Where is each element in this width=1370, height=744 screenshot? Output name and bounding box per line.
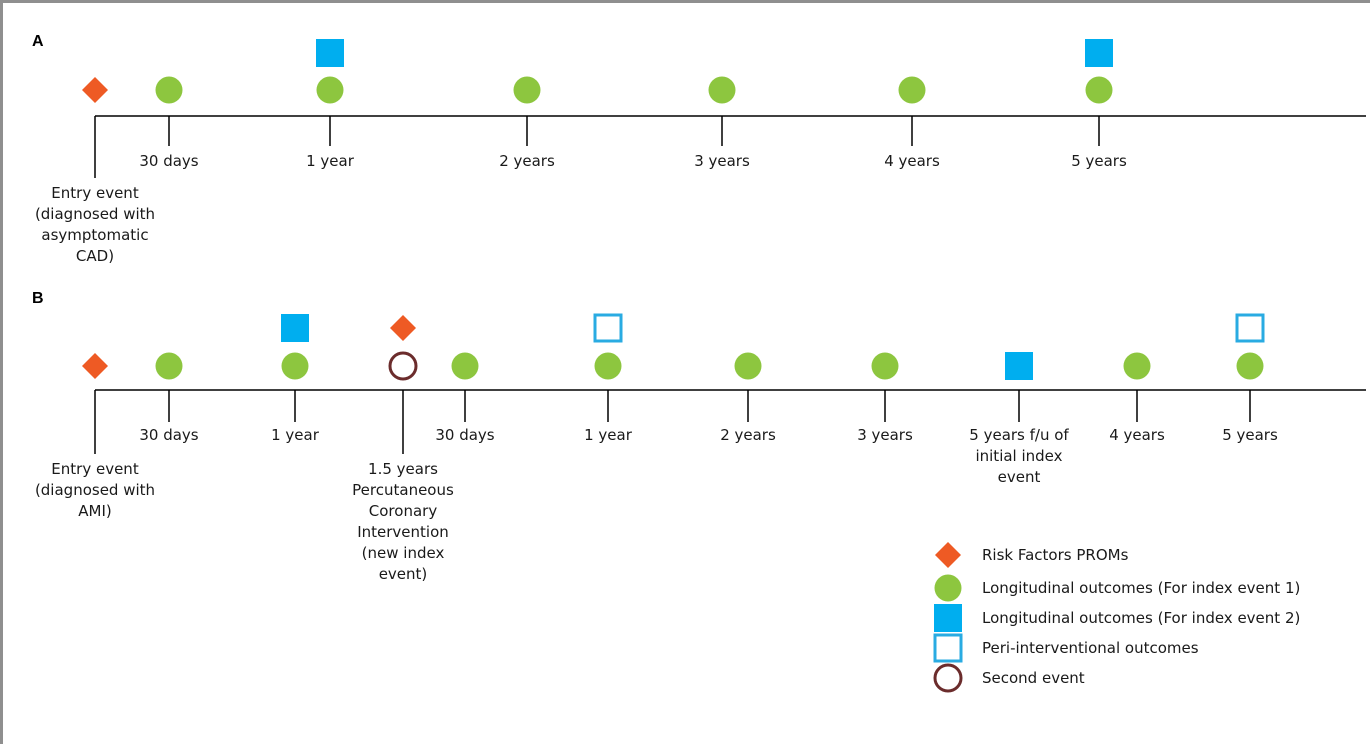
legend-item: Second event xyxy=(933,663,1085,693)
legend-label: Longitudinal outcomes (For index event 2… xyxy=(982,609,1300,627)
longitudinal-outcome-1-circle-icon xyxy=(708,76,736,104)
longitudinal-outcome-2-square-icon xyxy=(1005,352,1033,380)
panel-b-tick-label-line: Entry event xyxy=(51,460,139,478)
legend-label: Risk Factors PROMs xyxy=(982,546,1129,564)
legend-label: Longitudinal outcomes (For index event 1… xyxy=(982,579,1300,597)
panel-b-tick-label-line: Coronary xyxy=(369,502,438,520)
panel-a-ticks: Entry event (diagnosed with asymptomatic CA… xyxy=(35,116,1127,265)
legend-label: Second event xyxy=(982,669,1085,687)
longitudinal-outcome-1-circle-icon xyxy=(451,352,479,380)
panel-b-markers xyxy=(82,313,1265,381)
panel-b-tick-label-y3b: 3 years xyxy=(857,426,913,444)
panel-b-tick-label-line: 30 days xyxy=(435,426,494,444)
panel-b-letter: B xyxy=(32,290,44,307)
panel-b-tick-label-line: 1 year xyxy=(584,426,633,444)
panel-a-tick-label-line: 5 years xyxy=(1071,152,1127,170)
panel-b-tick-label-y1: 1 year xyxy=(271,426,320,444)
panel-a-tick-label-line: Entry event xyxy=(51,184,139,202)
panel-b-tick-label-line: 4 years xyxy=(1109,426,1165,444)
longitudinal-outcome-1-circle-icon xyxy=(155,352,183,380)
panel-a-tick-label-y5: 5 years xyxy=(1071,152,1127,170)
second-event-circle-icon xyxy=(388,351,418,381)
second-event-circle-icon xyxy=(933,663,963,693)
longitudinal-outcome-1-circle-icon xyxy=(734,352,762,380)
panel-b-tick-label-line: 3 years xyxy=(857,426,913,444)
panel-a-tick-label-line: 1 year xyxy=(306,152,355,170)
panel-a: A Entry event (diagnosed with asymptomatic… xyxy=(32,33,1366,265)
longitudinal-outcome-1-circle-icon xyxy=(934,574,962,602)
panel-b-tick-label-line: 1.5 years xyxy=(368,460,438,478)
longitudinal-outcome-1-circle-icon xyxy=(281,352,309,380)
panel-a-tick-label-line: 2 years xyxy=(499,152,555,170)
longitudinal-outcome-2-square-icon xyxy=(281,314,309,342)
panel-a-letter: A xyxy=(32,33,44,50)
panel-b-tick-label-line: 30 days xyxy=(139,426,198,444)
panel-b: B Entry event (diagnosed with AMI) 30 days 1… xyxy=(32,290,1366,583)
legend-item: Risk Factors PROMs xyxy=(935,542,1129,568)
panel-a-tick-label-line: CAD) xyxy=(76,247,114,265)
panel-b-tick-label-y1b: 1 year xyxy=(584,426,633,444)
longitudinal-outcome-1-circle-icon xyxy=(513,76,541,104)
panel-a-tick-label-y3: 3 years xyxy=(694,152,750,170)
panel-a-tick-label-line: (diagnosed with xyxy=(35,205,155,223)
risk-factors-diamond-icon xyxy=(82,77,108,103)
panel-a-tick-label-y4: 4 years xyxy=(884,152,940,170)
peri-interventional-square-icon xyxy=(593,313,623,343)
longitudinal-outcome-1-circle-icon xyxy=(594,352,622,380)
panel-b-tick-label-d30: 30 days xyxy=(139,426,198,444)
risk-factors-diamond-icon xyxy=(935,542,961,568)
panel-a-tick-label-line: asymptomatic xyxy=(41,226,148,244)
panel-b-tick-label-y4b: 4 years xyxy=(1109,426,1165,444)
legend-item: Peri-interventional outcomes xyxy=(933,633,1199,663)
legend-label: Peri-interventional outcomes xyxy=(982,639,1199,657)
panel-b-tick-label-y2b: 2 years xyxy=(720,426,776,444)
panel-b-tick-label-line: Intervention xyxy=(357,523,449,541)
panel-b-tick-label-line: 5 years xyxy=(1222,426,1278,444)
panel-b-tick-label-fu5: 5 years f/u of initial index event xyxy=(969,426,1069,486)
panel-b-tick-label-line: AMI) xyxy=(78,502,111,520)
panel-b-tick-label-y5b: 5 years xyxy=(1222,426,1278,444)
longitudinal-outcome-1-circle-icon xyxy=(898,76,926,104)
panel-b-tick-label-line: event xyxy=(998,468,1041,486)
longitudinal-outcome-1-circle-icon xyxy=(871,352,899,380)
panel-a-tick-label-y2: 2 years xyxy=(499,152,555,170)
panel-b-tick-label-line: 5 years f/u of xyxy=(969,426,1069,444)
panel-b-tick-label-line: event) xyxy=(379,565,428,583)
panel-a-tick-label-entry: Entry event (diagnosed with asymptomatic CA… xyxy=(35,184,155,265)
longitudinal-outcome-1-circle-icon xyxy=(1236,352,1264,380)
longitudinal-outcome-2-square-icon xyxy=(1085,39,1113,67)
legend: Risk Factors PROMs Longitudinal outcomes … xyxy=(933,542,1300,693)
risk-factors-diamond-icon xyxy=(82,353,108,379)
panel-a-tick-label-line: 3 years xyxy=(694,152,750,170)
panel-a-tick-label-d30: 30 days xyxy=(139,152,198,170)
longitudinal-outcome-1-circle-icon xyxy=(1123,352,1151,380)
panel-a-tick-label-line: 4 years xyxy=(884,152,940,170)
panel-b-tick-label-entry: Entry event (diagnosed with AMI) xyxy=(35,460,155,520)
legend-item: Longitudinal outcomes (For index event 1… xyxy=(934,574,1300,602)
risk-factors-diamond-icon xyxy=(390,315,416,341)
panel-b-tick-label-d30b: 30 days xyxy=(435,426,494,444)
longitudinal-outcome-1-circle-icon xyxy=(316,76,344,104)
panel-b-tick-label-line: Percutaneous xyxy=(352,481,454,499)
panel-b-tick-label-line: 1 year xyxy=(271,426,320,444)
panel-b-ticks: Entry event (diagnosed with AMI) 30 days 1 y… xyxy=(35,390,1278,583)
longitudinal-outcome-1-circle-icon xyxy=(1085,76,1113,104)
panel-b-tick-label-line: (new index xyxy=(362,544,445,562)
panel-b-tick-label-pci: 1.5 years Percutaneous Coronary Interventio… xyxy=(352,460,454,583)
panel-b-tick-label-line: initial index xyxy=(975,447,1062,465)
panel-b-tick-label-line: (diagnosed with xyxy=(35,481,155,499)
peri-interventional-square-icon xyxy=(933,633,963,663)
longitudinal-outcome-2-square-icon xyxy=(316,39,344,67)
panel-a-markers xyxy=(82,39,1113,104)
panel-a-tick-label-y1: 1 year xyxy=(306,152,355,170)
panel-b-tick-label-line: 2 years xyxy=(720,426,776,444)
longitudinal-outcome-2-square-icon xyxy=(934,604,962,632)
peri-interventional-square-icon xyxy=(1235,313,1265,343)
panel-a-tick-label-line: 30 days xyxy=(139,152,198,170)
legend-item: Longitudinal outcomes (For index event 2… xyxy=(934,604,1300,632)
longitudinal-outcome-1-circle-icon xyxy=(155,76,183,104)
